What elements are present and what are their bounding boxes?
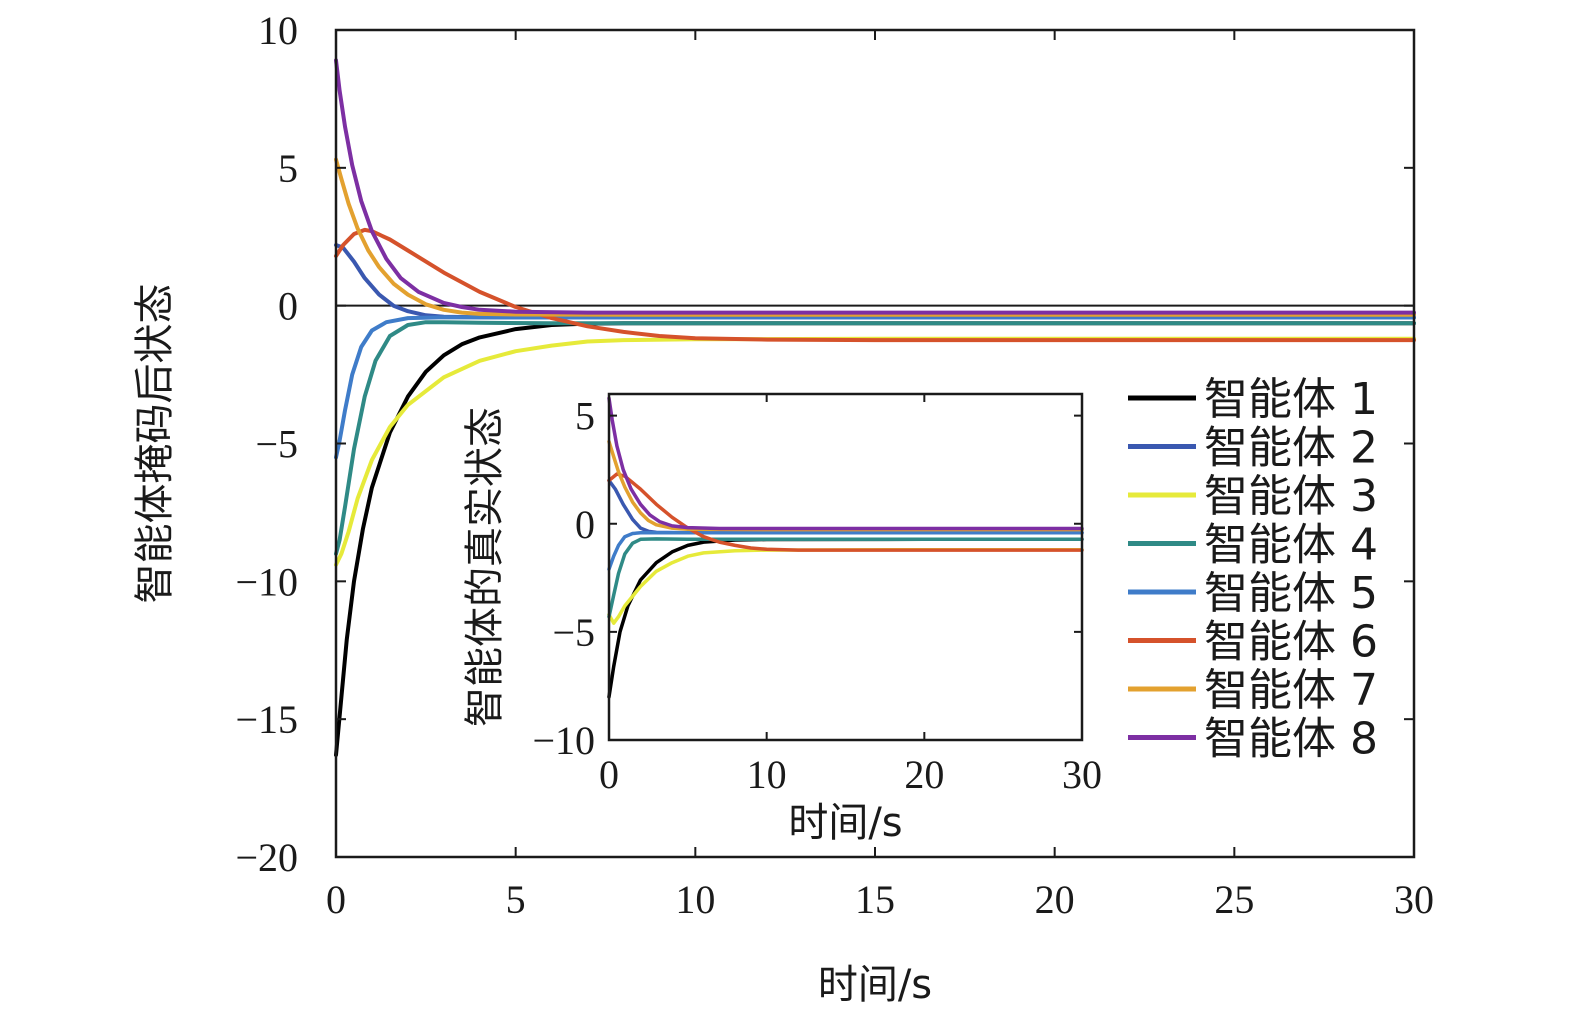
- x-axis-title: 时间/s: [818, 962, 932, 1008]
- legend-label-agent-1: 智能体 1: [1204, 374, 1378, 425]
- y-tick-label: 5: [278, 146, 298, 191]
- series-line-agent-5: [607, 531, 1084, 571]
- x-tick-label: 20: [1035, 877, 1075, 922]
- legend-label-agent-3: 智能体 3: [1204, 471, 1378, 522]
- y-tick-label: 0: [575, 502, 595, 547]
- legend-label-agent-8: 智能体 8: [1204, 714, 1378, 765]
- x-tick-label: 0: [599, 752, 619, 797]
- y-tick-label: 0: [278, 284, 298, 329]
- plot-background: [609, 394, 1082, 740]
- series-line-agent-4: [607, 537, 1084, 619]
- series-line-agent-5: [334, 315, 1416, 460]
- plot-frame: [607, 392, 1084, 742]
- legend-label-agent-7: 智能体 7: [1204, 665, 1378, 716]
- x-tick-label: 15: [855, 877, 895, 922]
- x-tick-label: 30: [1062, 752, 1102, 797]
- series-line-agent-8: [334, 58, 1416, 315]
- legend-label-agent-5: 智能体 5: [1204, 568, 1378, 619]
- y-tick-label: 10: [258, 8, 298, 53]
- series-line-agent-4: [334, 320, 1416, 556]
- y-tick-label: −20: [235, 835, 298, 880]
- series-line-agent-6: [607, 472, 1084, 552]
- main-plot: 0 5 10 15 20 25 30 10 5 0 −5 −10 −15 −20 时间/s 智能体掩码后状态: [132, 8, 1434, 1008]
- series-line-agent-8: [607, 396, 1084, 531]
- y-tick-label: −15: [235, 697, 298, 742]
- x-tick-label: 5: [506, 877, 526, 922]
- legend-label-agent-2: 智能体 2: [1204, 423, 1378, 474]
- x-tick-label: 0: [326, 877, 346, 922]
- x-axis-title: 时间/s: [788, 800, 902, 846]
- y-tick-label: −10: [235, 559, 298, 604]
- y-axis-title: 智能体的真实状态: [462, 407, 508, 727]
- inset-plot: 0 10 20 30 5 0 −5 −10 时间/s 智能体的真实状态: [462, 392, 1102, 846]
- y-tick-label: 5: [575, 394, 595, 439]
- x-tick-label: 10: [675, 877, 715, 922]
- series-line-agent-7: [334, 157, 1416, 317]
- x-tick-label: 20: [904, 752, 944, 797]
- legend-label-agent-6: 智能体 6: [1204, 617, 1378, 668]
- y-axis-title: 智能体掩码后状态: [132, 284, 178, 604]
- y-tick-label: −10: [532, 718, 595, 763]
- x-tick-label: 10: [747, 752, 787, 797]
- x-tick-label: 25: [1214, 877, 1254, 922]
- legend-label-agent-4: 智能体 4: [1204, 520, 1378, 571]
- series-line-agent-6: [334, 227, 1416, 343]
- x-tick-label: 30: [1394, 877, 1434, 922]
- y-tick-label: −5: [552, 610, 595, 655]
- y-tick-label: −5: [255, 422, 298, 467]
